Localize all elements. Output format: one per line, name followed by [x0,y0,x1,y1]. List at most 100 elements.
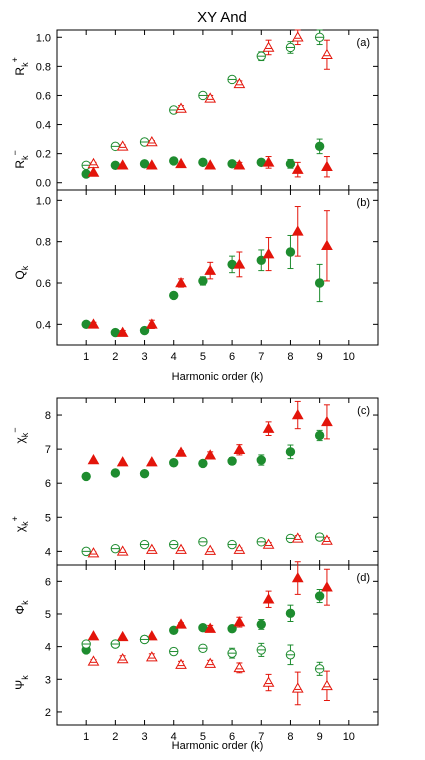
data-point [175,446,187,457]
x-tick-label: 8 [287,731,293,743]
y-axis-label: χk+ [10,516,30,532]
data-point [227,456,237,466]
data-point [175,157,187,169]
data-point [285,159,296,169]
data-point [204,622,217,633]
panel-d: 2 3 4 5 6 1 2 3 4 5 6 7 8 9 10 Harmonic order (k) (d) Φk Ψ… [13,561,379,752]
x-tick-label: 9 [317,731,323,743]
data-point [291,682,304,693]
series-red-triangle [87,400,333,467]
x-axis-label: Harmonic order (k) [172,371,264,383]
data-point [198,458,208,469]
y-axis-label: Φk [13,600,30,615]
x-tick-label: 7 [258,351,264,363]
y-tick-label: 0.6 [36,278,51,290]
series-red-triangle [87,532,333,558]
data-point [291,532,304,543]
data-point [145,159,158,170]
data-point [204,449,217,460]
data-point [204,159,217,170]
x-tick-label: 8 [287,351,293,363]
data-point [291,163,304,174]
panel-tag: (d) [357,572,370,584]
series-red-triangle [87,29,333,169]
data-point [116,653,129,664]
x-tick-label: 7 [258,731,264,743]
y-tick-label: 1.0 [36,32,51,44]
data-point [233,159,246,170]
data-point [262,593,275,604]
data-point [285,447,296,457]
panel-frame [56,564,379,726]
panel-c: 4 5 6 7 8 (c) χk− χk+ [10,397,379,566]
series-green-circle [81,532,325,557]
data-point [169,458,179,468]
y-tick-label: 6 [45,576,51,588]
data-point [227,623,237,634]
x-tick-label: 9 [317,351,323,363]
y-tick-label: 4 [45,642,51,654]
data-point [204,92,217,103]
x-tick-label: 4 [171,731,177,743]
data-point [139,468,150,479]
data-point [175,658,187,669]
data-point [145,135,158,147]
data-point [116,545,129,556]
data-point [321,48,333,59]
data-point [314,591,325,601]
series-red-triangle [87,156,333,178]
data-point [139,159,150,169]
y-tick-label: 4 [45,546,51,558]
y-axis-label: Ψk [13,675,30,690]
x-tick-label: 5 [200,351,206,363]
y-tick-label: 0.8 [36,237,51,249]
y-axis-label: Rk− [10,150,30,168]
y-tick-label: 0.4 [36,120,51,132]
series-red-triangle [87,561,333,642]
y-tick-label: 7 [45,444,51,456]
data-point [175,276,187,288]
data-point [321,415,333,427]
data-point [87,166,100,177]
data-point [233,543,246,554]
data-point [175,618,187,629]
series-green-circle [81,634,325,676]
data-point [227,159,237,169]
y-tick-label: 5 [45,512,51,524]
y-axis-label: Rk+ [10,57,30,75]
data-point [175,543,187,554]
data-point [233,258,246,269]
x-axis-label: Harmonic order (k) [172,740,264,752]
x-tick-label: 6 [229,351,235,363]
x-tick-label: 3 [141,351,147,363]
y-tick-label: 5 [45,609,51,621]
data-point [256,619,266,630]
data-point [262,422,275,433]
data-point [169,290,179,301]
data-point [262,538,275,549]
data-point [116,326,129,337]
data-point [262,156,275,167]
data-point [116,630,129,642]
data-point [116,140,129,151]
data-point [291,31,304,42]
data-point [314,141,325,152]
x-tick-label: 4 [171,351,177,363]
data-point [233,77,246,89]
data-point [262,41,275,52]
panel-tag: (b) [357,197,370,209]
data-point [145,456,158,467]
data-point [321,239,333,251]
data-point [145,630,158,641]
panel-frame [56,189,379,346]
data-point [233,616,246,627]
data-point [204,657,217,668]
x-tick-label: 10 [343,731,355,743]
data-point [81,169,91,179]
data-point [87,655,100,666]
x-tick-label: 2 [112,351,118,363]
y-tick-label: 0.8 [36,61,51,73]
y-tick-label: 0.4 [36,319,51,331]
data-point [198,276,208,286]
series-green-circle [81,234,325,338]
